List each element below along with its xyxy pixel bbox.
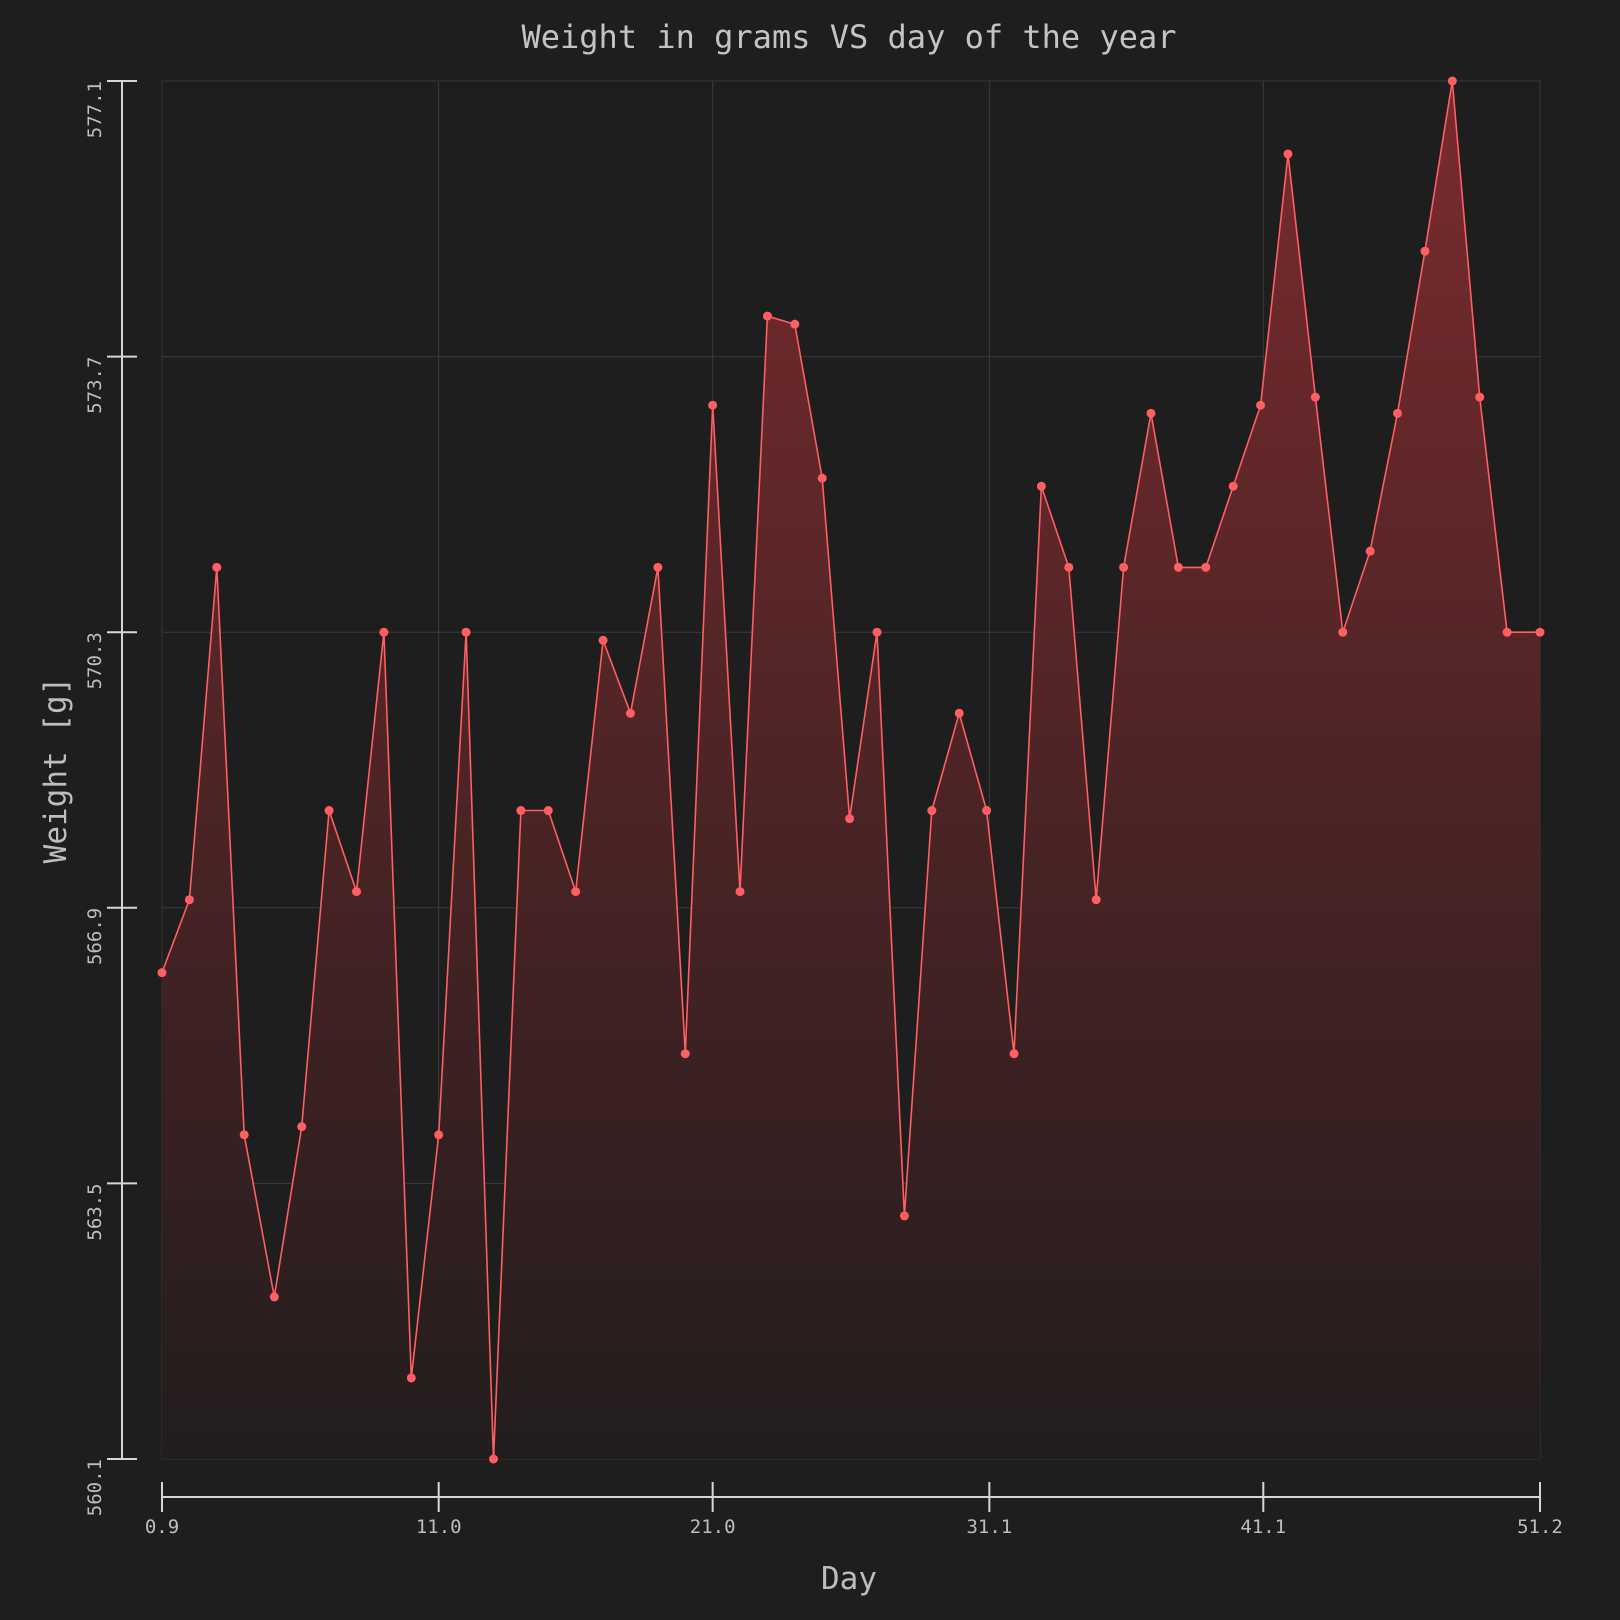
data-point <box>954 708 964 718</box>
data-point <box>269 1292 279 1302</box>
y-tick-label: 566.9 <box>84 908 106 965</box>
data-point <box>1201 562 1211 572</box>
x-tick-label: 51.2 <box>1517 1516 1563 1538</box>
data-point <box>488 1454 498 1464</box>
y-tick-label: 570.3 <box>84 632 106 689</box>
data-point <box>1228 481 1238 491</box>
data-point <box>212 562 222 572</box>
x-axis: 0.9 11.0 21.0 31.1 41.1 51.2 <box>145 1482 1563 1538</box>
data-point <box>434 1130 444 1140</box>
data-point <box>1502 627 1512 637</box>
data-point <box>625 708 635 718</box>
data-point <box>1475 392 1485 402</box>
data-point <box>1393 408 1403 418</box>
data-point <box>1146 408 1156 418</box>
data-point <box>1173 562 1183 572</box>
data-point <box>817 473 827 483</box>
x-tick-label: 11.0 <box>416 1516 462 1538</box>
data-point <box>927 806 937 816</box>
data-point <box>1009 1049 1019 1059</box>
data-point <box>680 1049 690 1059</box>
data-point <box>571 887 581 897</box>
data-point <box>297 1122 307 1132</box>
data-point <box>379 627 389 637</box>
data-point <box>516 806 526 816</box>
x-tick-label: 21.0 <box>690 1516 736 1538</box>
data-point <box>1119 562 1129 572</box>
data-point <box>1064 562 1074 572</box>
data-point <box>762 311 772 321</box>
data-point <box>653 562 663 572</box>
data-point <box>1338 627 1348 637</box>
data-point <box>872 627 882 637</box>
data-point <box>1535 627 1545 637</box>
y-tick-label: 560.1 <box>84 1459 106 1516</box>
data-point <box>1310 392 1320 402</box>
data-point <box>899 1211 909 1221</box>
data-point <box>790 319 800 329</box>
data-point <box>982 806 992 816</box>
x-tick-label: 31.1 <box>966 1516 1012 1538</box>
data-point <box>598 635 608 645</box>
data-point <box>461 627 471 637</box>
data-point <box>708 400 718 410</box>
y-tick-label: 577.1 <box>84 81 106 138</box>
data-point <box>184 895 194 905</box>
chart-title: Weight in grams VS day of the year <box>521 18 1176 56</box>
data-point <box>239 1130 249 1140</box>
x-axis-label: Day <box>821 1561 877 1597</box>
y-axis: 560.1 563.5 566.9 570.3 573.7 577.1 <box>84 80 137 1516</box>
x-tick-label: 41.1 <box>1240 1516 1286 1538</box>
data-point <box>1256 400 1266 410</box>
data-point <box>1283 149 1293 159</box>
data-points <box>157 76 1545 1464</box>
area-fill <box>162 81 1540 1459</box>
data-point <box>1420 246 1430 256</box>
data-point <box>157 968 167 978</box>
data-point <box>1365 546 1375 556</box>
data-point <box>1036 481 1046 491</box>
data-point <box>845 814 855 824</box>
data-point <box>1091 895 1101 905</box>
y-tick-label: 563.5 <box>84 1183 106 1240</box>
data-point <box>406 1373 416 1383</box>
y-tick-label: 573.7 <box>84 357 106 414</box>
data-point <box>735 887 745 897</box>
data-point <box>324 806 334 816</box>
y-axis-label: Weight [g] <box>38 677 74 864</box>
data-point <box>1447 76 1457 86</box>
x-tick-label: 0.9 <box>145 1516 179 1538</box>
data-point <box>543 806 553 816</box>
data-point <box>352 887 362 897</box>
